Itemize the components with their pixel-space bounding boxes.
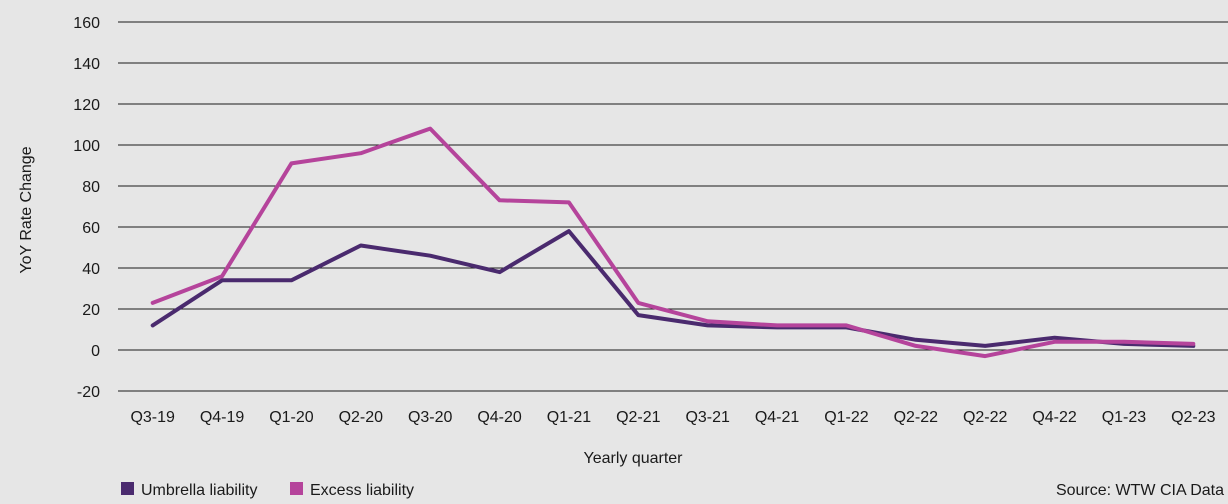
y-tick-label: 140 xyxy=(73,56,100,73)
x-tick-label: Q4-19 xyxy=(200,409,245,426)
legend-label: Excess liability xyxy=(310,482,414,499)
x-tick-label: Q2-20 xyxy=(339,409,384,426)
x-tick-label: Q2-22 xyxy=(963,409,1008,426)
x-axis-ticks: Q3-19 Q4-19 Q1-20 Q2-20 Q3-20 Q4-20 Q1-21 Q2-21… xyxy=(130,409,1215,426)
y-tick-label: 100 xyxy=(73,138,100,155)
x-tick-label: Q1-20 xyxy=(269,409,314,426)
x-tick-label: Q2-22 xyxy=(894,409,939,426)
y-tick-label: 80 xyxy=(82,179,100,196)
x-tick-label: Q1-23 xyxy=(1102,409,1147,426)
gridlines xyxy=(118,21,1228,392)
series-line-umbrella-liability xyxy=(150,229,1196,348)
legend: Umbrella liability Excess liability xyxy=(121,482,414,499)
x-tick-label: Q3-19 xyxy=(130,409,175,426)
x-tick-label: Q4-22 xyxy=(1032,409,1077,426)
source-note: Source: WTW CIA Data xyxy=(1056,482,1224,499)
x-tick-label: Q1-22 xyxy=(824,409,869,426)
y-tick-label: 0 xyxy=(91,343,100,360)
x-tick-label: Q4-20 xyxy=(477,409,522,426)
series-line-excess-liability xyxy=(150,126,1196,359)
y-tick-label: 20 xyxy=(82,302,100,319)
y-tick-label: -20 xyxy=(77,384,100,401)
y-tick-label: 40 xyxy=(82,261,100,278)
y-tick-label: 60 xyxy=(82,220,100,237)
x-tick-label: Q2-21 xyxy=(616,409,661,426)
x-tick-label: Q3-21 xyxy=(685,409,730,426)
y-axis-ticks: -20 0 20 40 60 80 100 120 140 160 xyxy=(73,15,100,401)
legend-label: Umbrella liability xyxy=(141,482,257,499)
legend-swatch xyxy=(290,482,303,495)
y-tick-label: 120 xyxy=(73,97,100,114)
x-tick-label: Q3-20 xyxy=(408,409,453,426)
y-tick-label: 160 xyxy=(73,15,100,32)
series-lines xyxy=(150,126,1196,359)
y-axis-title: YoY Rate Change xyxy=(18,146,35,273)
legend-swatch xyxy=(121,482,134,495)
x-tick-label: Q4-21 xyxy=(755,409,800,426)
x-tick-label: Q1-21 xyxy=(547,409,592,426)
x-axis-title: Yearly quarter xyxy=(583,450,683,467)
x-tick-label: Q2-23 xyxy=(1171,409,1216,426)
